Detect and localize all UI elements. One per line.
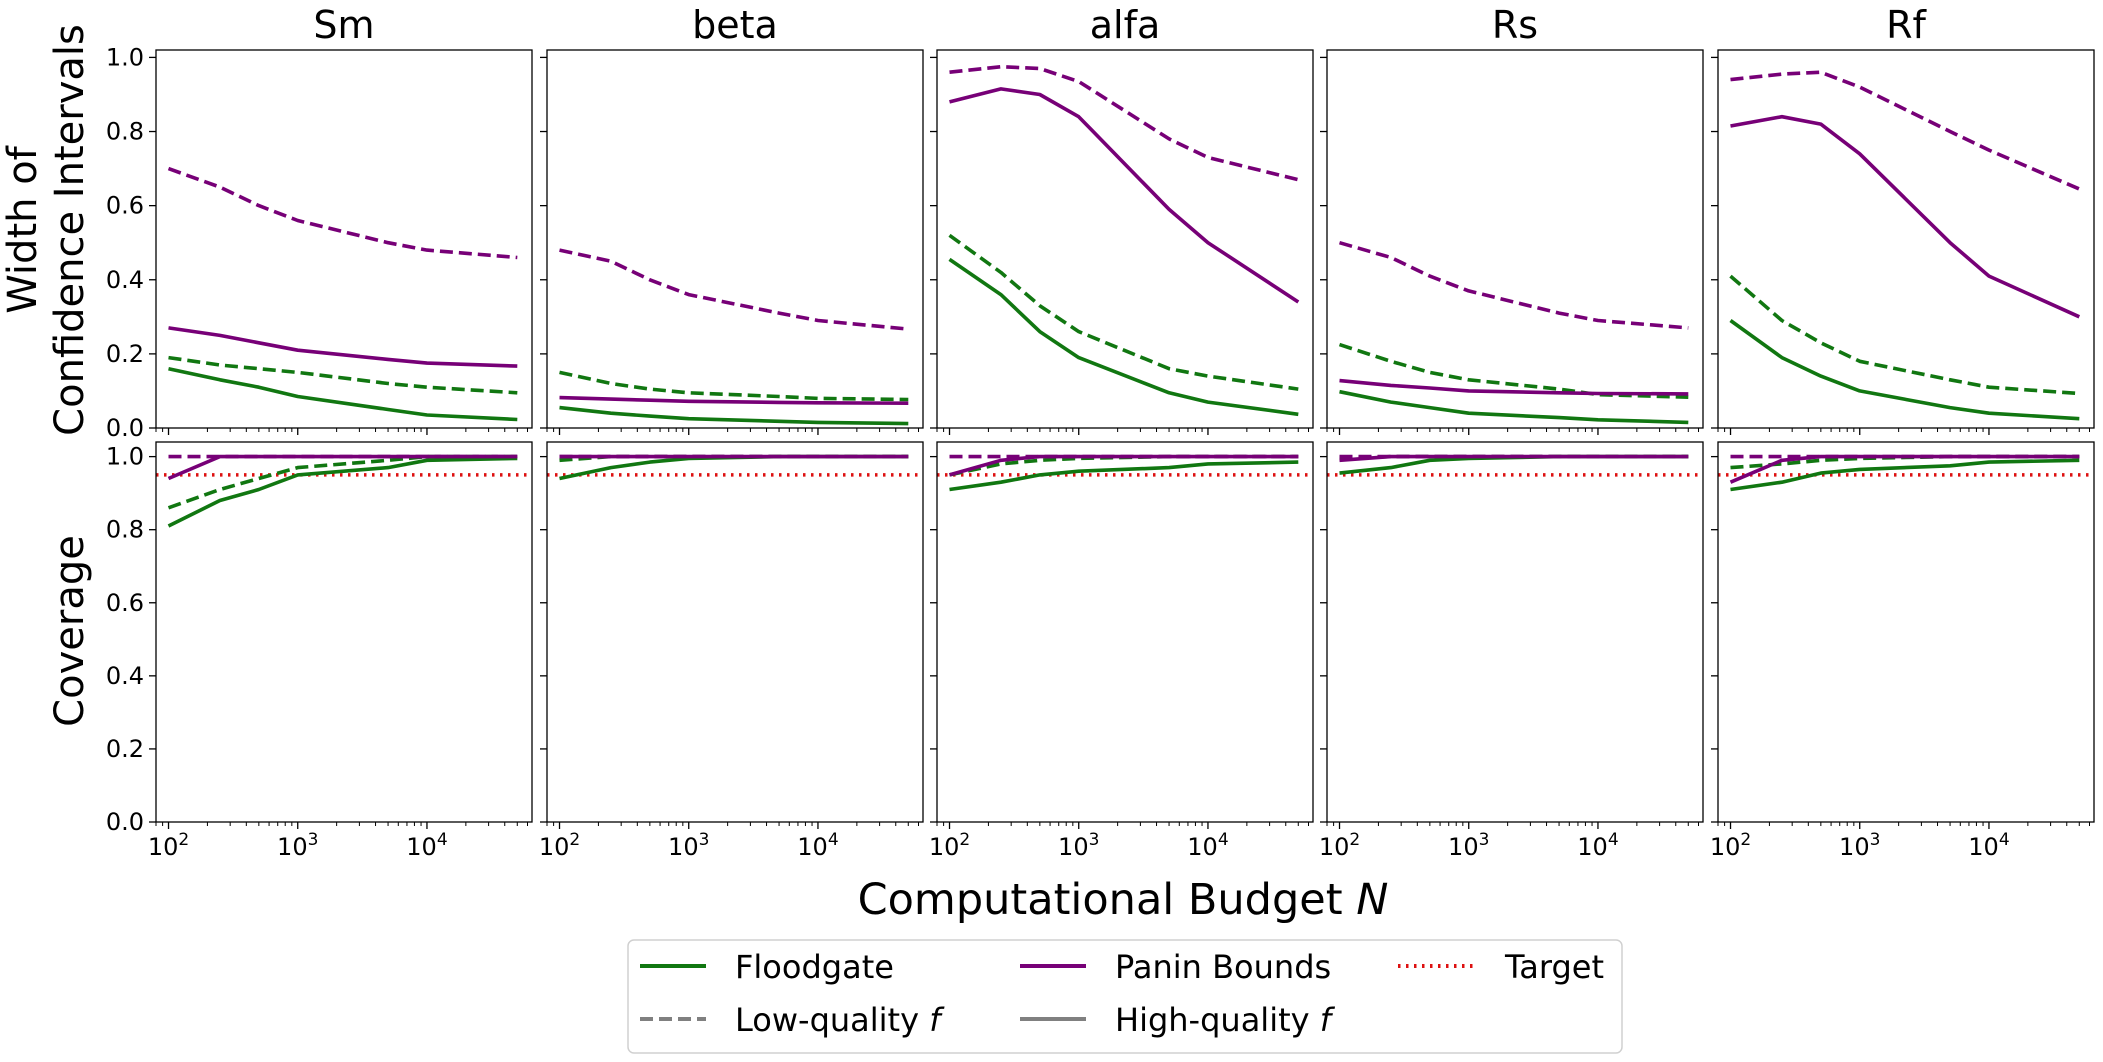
panel-frame xyxy=(936,49,1314,429)
plot-area-width xyxy=(948,64,1300,417)
y-tick-label: 0.2 xyxy=(106,340,144,368)
plot-area-coverage xyxy=(547,454,923,481)
series-floodgate-high-line xyxy=(1729,319,2080,421)
plot-area-width xyxy=(559,248,909,426)
legend-low-quality-label: Low-quality f xyxy=(735,1001,945,1039)
panel-frame xyxy=(936,441,1314,823)
series-panin-low-line xyxy=(1339,240,1689,330)
panel-title: Rs xyxy=(1492,3,1538,47)
x-tick-label: 102 xyxy=(539,830,580,861)
y-tick-label: 0.8 xyxy=(106,118,144,146)
legend-target-label: Target xyxy=(1504,948,1604,986)
legend-high-quality-label: High-quality f xyxy=(1115,1001,1336,1039)
panel-frame xyxy=(1717,49,2095,429)
legend: Floodgate Panin Bounds Target Low-qualit… xyxy=(627,939,1623,1054)
series-panin-high-line xyxy=(949,454,1299,477)
legend-panin-label: Panin Bounds xyxy=(1115,948,1331,986)
plot-area-width xyxy=(1729,70,2081,421)
plot-area-width xyxy=(1338,240,1689,425)
series-floodgate-high-line xyxy=(559,405,909,426)
x-tick-label: 102 xyxy=(1319,830,1360,861)
panel-title: Rf xyxy=(1886,3,1927,47)
series-panin-high-line xyxy=(1339,378,1689,396)
series-panin-high-line xyxy=(1339,454,1689,463)
y-tick-label: 0.8 xyxy=(106,516,144,544)
panel-rs: Rs 102 103 104 xyxy=(1319,3,1704,861)
series-floodgate-high-line xyxy=(949,460,1299,492)
panel-beta: beta 102 103 104 xyxy=(539,3,924,861)
panel-frame xyxy=(1326,441,1704,823)
panel-frame xyxy=(1326,49,1704,429)
series-panin-high-line xyxy=(168,326,518,368)
panel-frame xyxy=(546,49,924,429)
panel-title: Sm xyxy=(313,3,374,47)
x-tick-label: 103 xyxy=(1448,830,1489,861)
panel-frame xyxy=(155,49,533,429)
series-floodgate-low-line xyxy=(1729,274,2080,396)
x-tick-label: 103 xyxy=(1058,830,1099,861)
series-panin-high-line xyxy=(167,454,518,481)
legend-floodgate-label: Floodgate xyxy=(735,948,894,986)
x-axis-label: Computational Budget N xyxy=(858,875,1389,925)
x-tick-label: 104 xyxy=(1577,830,1618,861)
series-panin-high-line xyxy=(559,395,909,405)
panel-sm: Sm0.00.20.40.60.81.00.00.20.40.60.81.010… xyxy=(106,3,533,861)
series-panin-high-line xyxy=(949,87,1300,304)
plot-area-coverage xyxy=(1718,454,2094,492)
series-floodgate-low-line xyxy=(948,233,1299,391)
x-tick-label: 104 xyxy=(1187,830,1228,861)
series-floodgate-high-line xyxy=(948,257,1299,417)
width-ylabel: Width of xyxy=(0,145,46,313)
series-panin-high-line xyxy=(1730,114,2081,319)
x-tick-label: 104 xyxy=(1968,830,2009,861)
panel-alfa: alfa 102 103 104 xyxy=(929,3,1314,861)
series-floodgate-high-line xyxy=(167,456,518,528)
panel-frame xyxy=(155,441,533,823)
y-tick-label: 0.6 xyxy=(106,192,144,220)
panel-rf: Rf 102 103 104 xyxy=(1710,3,2095,861)
x-tick-label: 102 xyxy=(929,830,970,861)
x-tick-label: 102 xyxy=(148,830,189,861)
plot-area-width xyxy=(167,166,518,422)
panel-frame xyxy=(546,441,924,823)
legend-frame xyxy=(627,939,1623,1054)
x-tick-label: 103 xyxy=(1839,830,1880,861)
panel-title: alfa xyxy=(1090,3,1161,47)
series-floodgate-high-line xyxy=(1339,389,1689,425)
y-tick-label: 0.0 xyxy=(106,414,144,442)
width-ylabel-line2: Confidence Intervals xyxy=(47,24,93,436)
panel-frame xyxy=(1717,441,2095,823)
y-tick-label: 0.4 xyxy=(106,662,144,690)
plot-area-coverage xyxy=(1327,454,1703,477)
y-tick-label: 0.6 xyxy=(106,589,144,617)
y-tick-label: 0.2 xyxy=(106,735,144,763)
plot-area-coverage xyxy=(156,454,532,528)
series-panin-low-line xyxy=(559,248,909,331)
panel-title: beta xyxy=(692,3,778,47)
y-tick-label: 0.0 xyxy=(106,808,144,836)
series-floodgate-high-line xyxy=(168,366,518,422)
x-tick-label: 103 xyxy=(668,830,709,861)
series-floodgate-low-line xyxy=(559,370,909,402)
plot-area-coverage xyxy=(937,454,1313,492)
series-floodgate-high-line xyxy=(1730,458,2080,492)
y-tick-label: 1.0 xyxy=(106,43,144,71)
series-floodgate-low-line xyxy=(1338,342,1689,399)
x-tick-label: 104 xyxy=(406,830,447,861)
series-panin-low-line xyxy=(167,166,518,260)
x-tick-label: 102 xyxy=(1710,830,1751,861)
y-tick-label: 0.4 xyxy=(106,266,144,294)
panels: Sm0.00.20.40.60.81.00.00.20.40.60.81.010… xyxy=(106,3,2095,861)
coverage-ylabel: Coverage xyxy=(47,535,93,727)
x-tick-label: 104 xyxy=(797,830,838,861)
series-panin-low-line xyxy=(1730,70,2081,191)
series-floodgate-low-line xyxy=(167,454,518,510)
series-panin-high-line xyxy=(1729,454,2080,484)
y-tick-label: 1.0 xyxy=(106,443,144,471)
x-tick-label: 103 xyxy=(277,830,318,861)
series-floodgate-high-line xyxy=(1339,454,1689,475)
